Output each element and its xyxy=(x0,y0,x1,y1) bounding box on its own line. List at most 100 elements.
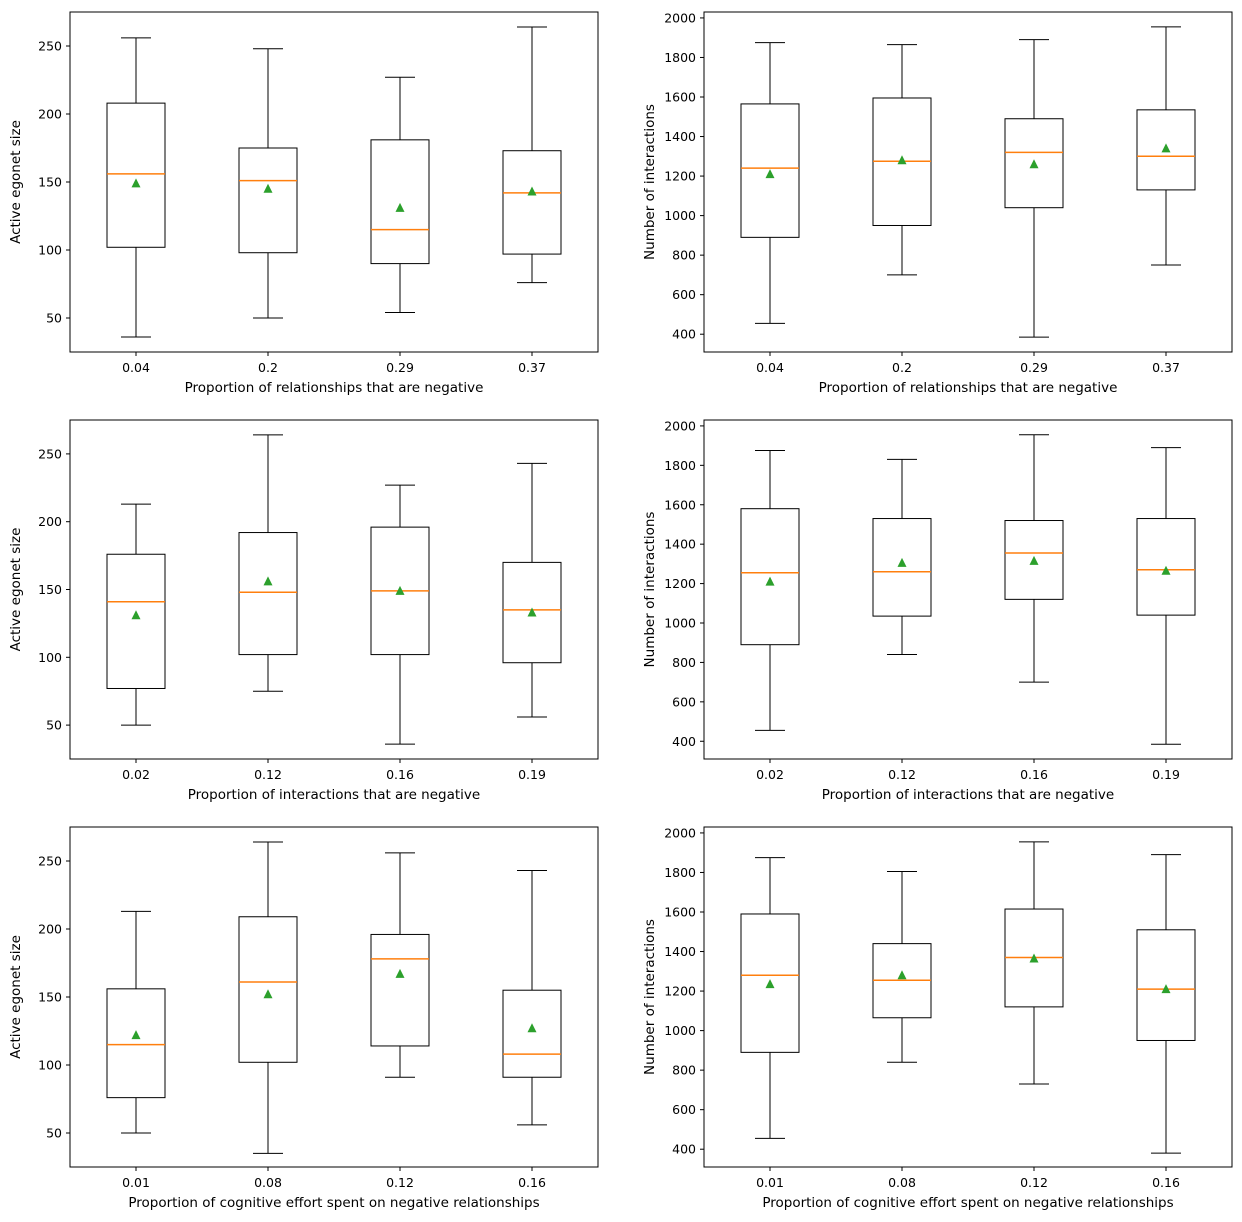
mean-marker xyxy=(395,202,405,212)
mean-marker xyxy=(527,186,537,196)
y-tick-label: 600 xyxy=(672,287,696,302)
x-axis-label: Proportion of cognitive effort spent on … xyxy=(128,1195,539,1211)
box-0.04 xyxy=(106,37,166,338)
x-tick-label: 0.08 xyxy=(254,1175,282,1190)
y-tick-label: 50 xyxy=(46,1126,62,1141)
x-axis-label: Proportion of cognitive effort spent on … xyxy=(762,1195,1173,1211)
y-tick-label: 1400 xyxy=(664,129,696,144)
y-tick-label: 50 xyxy=(46,311,62,326)
box-0.12 xyxy=(1004,841,1064,1085)
y-axis-label: Active egonet size xyxy=(8,528,24,652)
y-tick-label: 800 xyxy=(672,248,696,263)
x-tick-label: 0.02 xyxy=(756,767,784,782)
y-tick-label: 1000 xyxy=(664,1023,696,1038)
iqr-box xyxy=(106,553,166,689)
boxplot-panel-6: 400 600 800 1000 1200 1400 1600 1800 2000 0.01 0.0… xyxy=(642,825,1233,1211)
box-0.16 xyxy=(1004,434,1064,683)
x-tick-label: 0.12 xyxy=(1020,1175,1048,1190)
iqr-box xyxy=(238,532,298,656)
axes-frame xyxy=(703,11,1233,353)
iqr-box xyxy=(238,147,298,254)
x-tick-label: 0.16 xyxy=(1020,767,1048,782)
mean-marker xyxy=(527,1023,537,1033)
mean-marker xyxy=(1161,143,1171,153)
y-tick-label: 1400 xyxy=(664,537,696,552)
y-tick-label: 1000 xyxy=(664,616,696,631)
y-tick-label: 100 xyxy=(38,243,62,258)
mean-marker xyxy=(1161,565,1171,575)
mean-marker xyxy=(527,607,537,617)
mean-marker xyxy=(263,576,273,586)
iqr-box xyxy=(502,989,562,1078)
y-tick-label: 50 xyxy=(46,718,62,733)
y-tick-label: 1800 xyxy=(664,50,696,65)
iqr-box xyxy=(740,103,800,238)
mean-marker xyxy=(897,155,907,165)
iqr-box xyxy=(1136,518,1196,616)
iqr-box xyxy=(740,913,800,1053)
y-tick-label: 400 xyxy=(672,1142,696,1157)
axes-frame xyxy=(703,826,1233,1168)
y-tick-label: 600 xyxy=(672,1102,696,1117)
mean-marker xyxy=(131,610,141,620)
x-axis-label: Proportion of relationships that are neg… xyxy=(185,380,484,396)
x-tick-label: 0.37 xyxy=(518,360,546,375)
box-0.19 xyxy=(1136,447,1196,745)
x-tick-label: 0.37 xyxy=(1152,360,1180,375)
x-axis-label: Proportion of interactions that are nega… xyxy=(188,787,480,803)
mean-marker xyxy=(395,968,405,978)
y-axis-label: Number of interactions xyxy=(642,919,658,1075)
box-0.2 xyxy=(872,44,932,276)
y-tick-label: 800 xyxy=(672,655,696,670)
boxplot-panel-2: 400 600 800 1000 1200 1400 1600 1800 2000 0.04 0.2… xyxy=(642,10,1233,396)
mean-marker xyxy=(1161,984,1171,994)
x-tick-label: 0.2 xyxy=(892,360,912,375)
axes-frame xyxy=(69,826,599,1168)
mean-marker xyxy=(395,585,405,595)
box-0.12 xyxy=(370,852,430,1078)
x-tick-label: 0.04 xyxy=(122,360,150,375)
iqr-box xyxy=(106,988,166,1099)
y-tick-label: 1200 xyxy=(664,169,696,184)
x-tick-label: 0.19 xyxy=(518,767,546,782)
mean-marker xyxy=(765,576,775,586)
iqr-box xyxy=(106,102,166,248)
x-tick-label: 0.12 xyxy=(888,767,916,782)
y-tick-label: 150 xyxy=(38,175,62,190)
box-0.08 xyxy=(238,841,298,1154)
mean-marker xyxy=(1029,953,1039,963)
y-tick-label: 150 xyxy=(38,990,62,1005)
y-tick-label: 200 xyxy=(38,514,62,529)
y-tick-label: 1200 xyxy=(664,984,696,999)
y-tick-label: 1800 xyxy=(664,458,696,473)
x-tick-label: 0.02 xyxy=(122,767,150,782)
box-0.01 xyxy=(106,910,166,1134)
iqr-box xyxy=(502,150,562,255)
y-tick-label: 1600 xyxy=(664,497,696,512)
mean-marker xyxy=(263,183,273,193)
y-tick-label: 2000 xyxy=(664,825,696,840)
mean-marker xyxy=(263,989,273,999)
x-tick-label: 0.16 xyxy=(386,767,414,782)
iqr-box xyxy=(1004,520,1064,600)
y-tick-label: 100 xyxy=(38,1058,62,1073)
x-tick-label: 0.29 xyxy=(386,360,414,375)
x-tick-label: 0.12 xyxy=(254,767,282,782)
y-tick-label: 250 xyxy=(38,854,62,869)
axes-frame xyxy=(703,419,1233,760)
y-axis-label: Number of interactions xyxy=(642,104,658,260)
x-tick-label: 0.08 xyxy=(888,1175,916,1190)
x-tick-label: 0.01 xyxy=(756,1175,784,1190)
box-0.16 xyxy=(370,484,430,745)
box-0.04 xyxy=(740,42,800,324)
box-0.16 xyxy=(1136,854,1196,1154)
box-0.29 xyxy=(370,76,430,314)
x-axis-label: Proportion of relationships that are neg… xyxy=(819,380,1118,396)
y-tick-label: 2000 xyxy=(664,10,696,25)
box-0.02 xyxy=(106,503,166,726)
boxplot-panel-4: 400 600 800 1000 1200 1400 1600 1800 2000 0.02 0.1… xyxy=(642,418,1233,803)
mean-marker xyxy=(1029,159,1039,169)
y-tick-label: 400 xyxy=(672,734,696,749)
axes-frame xyxy=(69,11,599,353)
